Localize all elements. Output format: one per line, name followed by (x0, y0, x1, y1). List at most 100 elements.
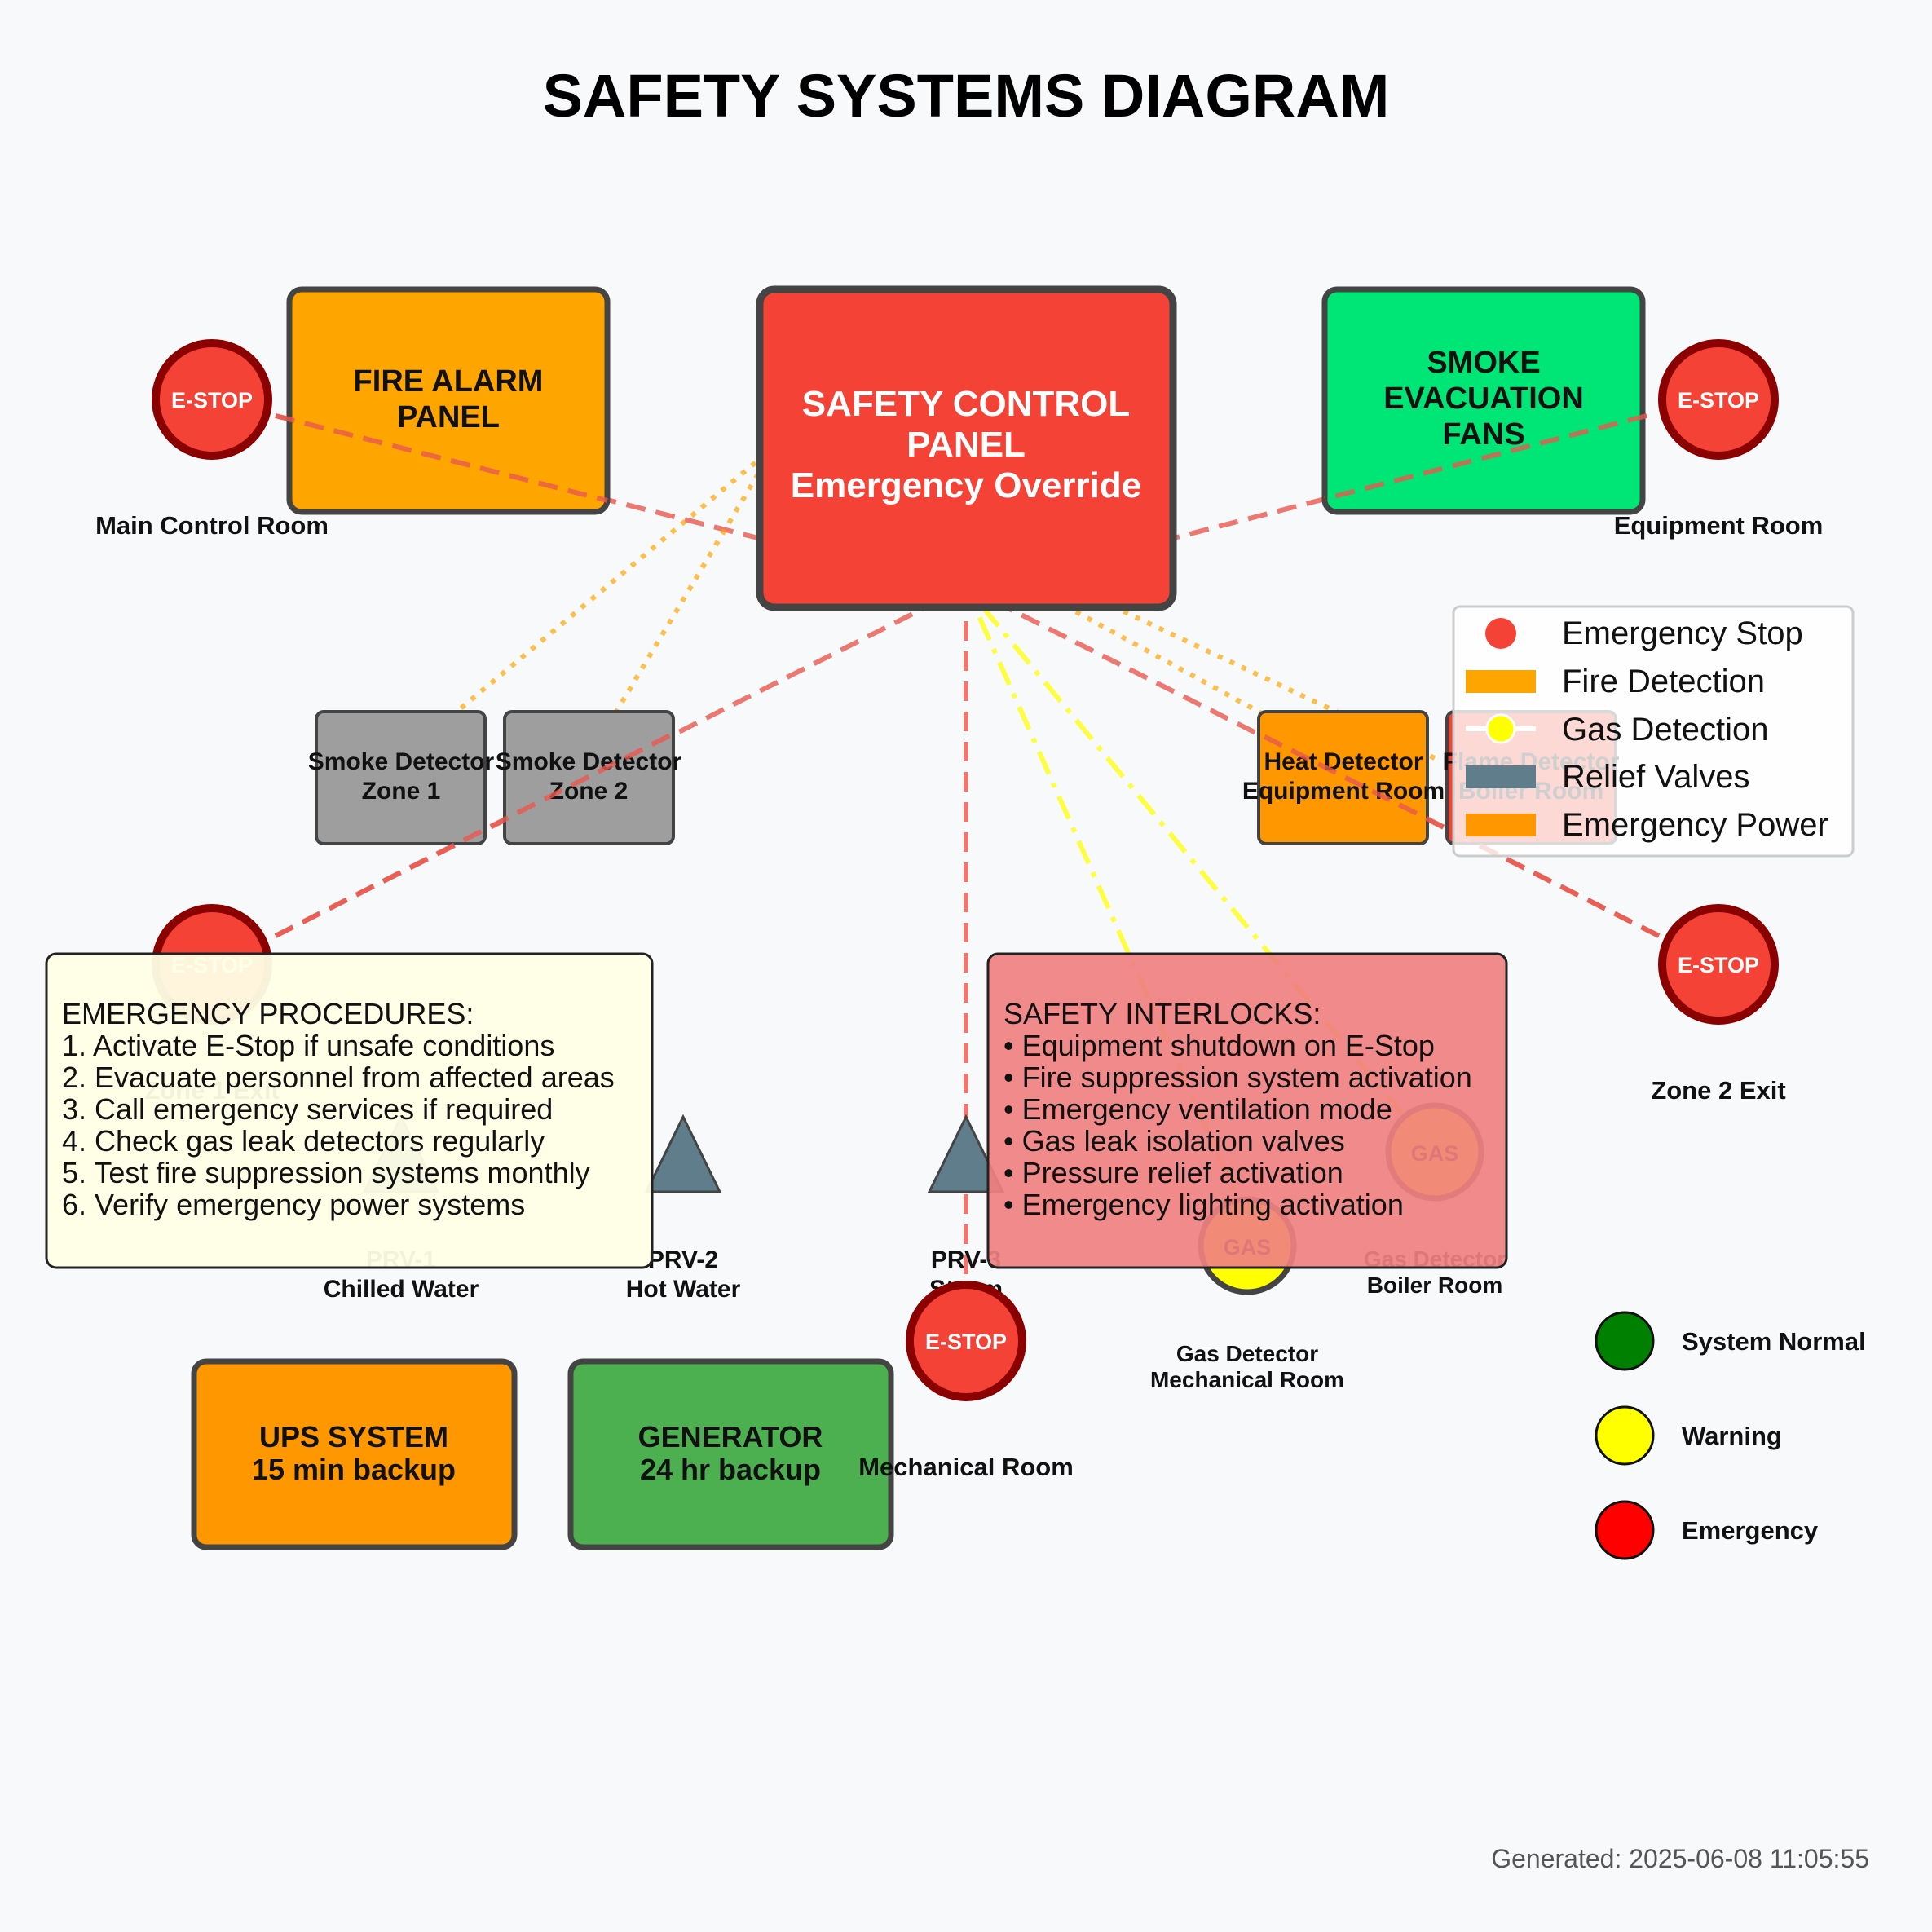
interlock-item: • Fire suppression system activation (1003, 1061, 1472, 1094)
status-label: Warning (1682, 1422, 1782, 1450)
ups-title: UPS SYSTEM (259, 1420, 448, 1453)
fire-alarm-subtitle: PANEL (397, 400, 500, 434)
smoke-evacuation-fans[interactable]: SMOKE EVACUATION FANS (1321, 286, 1646, 515)
legend-label: Relief Valves (1562, 759, 1749, 795)
estop-location-mechanical: Mechanical Room (858, 1453, 1074, 1481)
smoke-fans-line2: EVACUATION (1383, 382, 1584, 416)
generator[interactable]: GENERATOR 24 hr backup (567, 1358, 894, 1550)
legend-orange-bar-icon (1466, 814, 1536, 836)
estop-button-main-control[interactable] (152, 339, 272, 460)
estop-location-zone2: Zone 2 Exit (1651, 1076, 1785, 1105)
status-label: Emergency (1682, 1516, 1819, 1545)
estop-label: E-STOP (1678, 953, 1759, 977)
fire-link-heat (773, 444, 1345, 761)
interlocks-heading: SAFETY INTERLOCKS: (1003, 997, 1321, 1030)
smoke-detector-zone2-zone: Zone 2 (549, 778, 629, 805)
legend-label: Emergency Power (1562, 807, 1828, 843)
estop-link-main-overlay (275, 413, 608, 503)
estop-label: E-STOP (1678, 388, 1759, 412)
estop-label: E-STOP (925, 1330, 1007, 1354)
fire-alarm-title: FIRE ALARM (354, 364, 544, 399)
smoke-detector-zone1-box (315, 710, 487, 845)
gas-detector-mechanical-title: Gas Detector (1176, 1341, 1318, 1366)
legend-entry-emergency-power: Emergency Power (1466, 807, 1828, 843)
procedures-heading: EMERGENCY PROCEDURES: (62, 997, 474, 1030)
procedure-step: 3. Call emergency services if required (62, 1092, 553, 1126)
gas-detector-boiler-location: Boiler Room (1367, 1273, 1502, 1298)
legend-entry-emergency-stop: Emergency Stop (1485, 615, 1803, 651)
smoke-fans-box (1321, 286, 1646, 515)
status-green-light-icon (1595, 1311, 1655, 1371)
legend-label: Emergency Stop (1562, 615, 1803, 651)
safety-control-panel[interactable]: SAFETY CONTROL PANEL Emergency Override (756, 285, 1177, 611)
prv1-service: Chilled Water (324, 1276, 479, 1303)
safety-control-panel-box (756, 285, 1177, 611)
legend-yellow-marker-icon (1485, 713, 1516, 744)
estop-button-mechanical[interactable] (906, 1281, 1026, 1401)
legend-label: Gas Detection (1562, 712, 1768, 748)
fire-link-smoke2 (586, 445, 777, 760)
legend: Emergency Stop Fire Detection Gas Detect… (1452, 605, 1855, 858)
legend-slate-bar-icon (1466, 765, 1536, 788)
estop-location-main-control: Main Control Room (95, 511, 329, 540)
estop-equipment-room[interactable]: E-STOP Equipment Room (1614, 339, 1824, 540)
safety-interlocks-note: SAFETY INTERLOCKS: • Equipment shutdown … (986, 952, 1508, 1269)
procedures-box (45, 952, 654, 1269)
smoke-fans-line1: SMOKE (1427, 346, 1540, 380)
smoke-detector-zone1[interactable]: Smoke Detector Zone 1 (308, 710, 495, 845)
status-yellow-light-icon (1595, 1405, 1655, 1466)
emergency-procedures-note: EMERGENCY PROCEDURES: 1. Activate E-Stop… (45, 952, 654, 1269)
ups-system[interactable]: UPS SYSTEM 15 min backup (191, 1358, 518, 1550)
fire-alarm-panel-box (286, 286, 611, 515)
smoke-fans-line3: FANS (1442, 417, 1524, 452)
generator-backup: 24 hr backup (640, 1453, 821, 1486)
interlock-item: • Emergency ventilation mode (1003, 1092, 1392, 1126)
relief-valve-prv2[interactable]: PRV-2 Hot Water (626, 1114, 741, 1303)
procedure-step: 2. Evacuate personnel from affected area… (62, 1061, 615, 1094)
legend-red-circle-icon (1485, 618, 1516, 649)
status-label: System Normal (1682, 1327, 1866, 1356)
procedure-step: 4. Check gas leak detectors regularly (62, 1124, 545, 1158)
prv2-label: PRV-2 (648, 1246, 718, 1273)
generator-title: GENERATOR (638, 1420, 823, 1453)
estop-zone2-exit[interactable]: E-STOP Zone 2 Exit (1651, 904, 1786, 1105)
heat-detector-equipment[interactable]: Heat Detector Equipment Room (1242, 710, 1445, 845)
smoke-detector-zone2-title: Smoke Detector (496, 748, 682, 775)
estop-main-control-room[interactable]: E-STOP Main Control Room (95, 339, 329, 540)
status-indicators: System Normal Warning Emergency (1595, 1311, 1866, 1560)
interlock-item: • Emergency lighting activation (1003, 1188, 1404, 1221)
ups-system-box (191, 1358, 518, 1550)
safety-control-subtitle: PANEL (906, 425, 1026, 465)
interlock-item: • Equipment shutdown on E-Stop (1003, 1029, 1435, 1062)
gas-detector-mechanical-location: Mechanical Room (1150, 1367, 1344, 1392)
legend-entry-fire-detection: Fire Detection (1466, 664, 1765, 699)
heat-detector-title: Heat Detector (1264, 748, 1423, 775)
safety-control-title: SAFETY CONTROL (802, 384, 1131, 424)
safety-control-override: Emergency Override (791, 465, 1141, 505)
ups-backup: 15 min backup (252, 1453, 456, 1486)
legend-entry-relief-valves: Relief Valves (1466, 759, 1749, 795)
estop-label: E-STOP (171, 388, 253, 412)
interlock-item: • Gas leak isolation valves (1003, 1124, 1345, 1158)
fire-link-flame (773, 444, 1436, 761)
estop-button-equipment[interactable] (1658, 339, 1779, 460)
smoke-detector-zone1-title: Smoke Detector (308, 748, 495, 775)
generator-box (567, 1358, 894, 1550)
estop-mechanical-room[interactable]: E-STOP Mechanical Room (858, 1281, 1074, 1481)
valve-triangle-icon (927, 1114, 1005, 1193)
estop-button-zone2[interactable] (1658, 904, 1779, 1025)
status-red-light-icon (1595, 1500, 1655, 1560)
valve-triangle-icon (644, 1114, 722, 1193)
interlock-item: • Pressure relief activation (1003, 1156, 1343, 1189)
diagram-title: SAFETY SYSTEMS DIAGRAM (543, 62, 1390, 130)
fire-link-smoke1 (399, 444, 776, 761)
procedure-step: 5. Test fire suppression systems monthly (62, 1156, 590, 1189)
fire-alarm-panel[interactable]: FIRE ALARM PANEL (286, 286, 611, 515)
procedure-step: 1. Activate E-Stop if unsafe conditions (62, 1029, 554, 1062)
heat-detector-box (1257, 710, 1429, 845)
status-warning: Warning (1595, 1405, 1782, 1466)
legend-orange-bar-icon (1466, 670, 1536, 693)
estop-link-zone1-overlay (274, 731, 675, 938)
